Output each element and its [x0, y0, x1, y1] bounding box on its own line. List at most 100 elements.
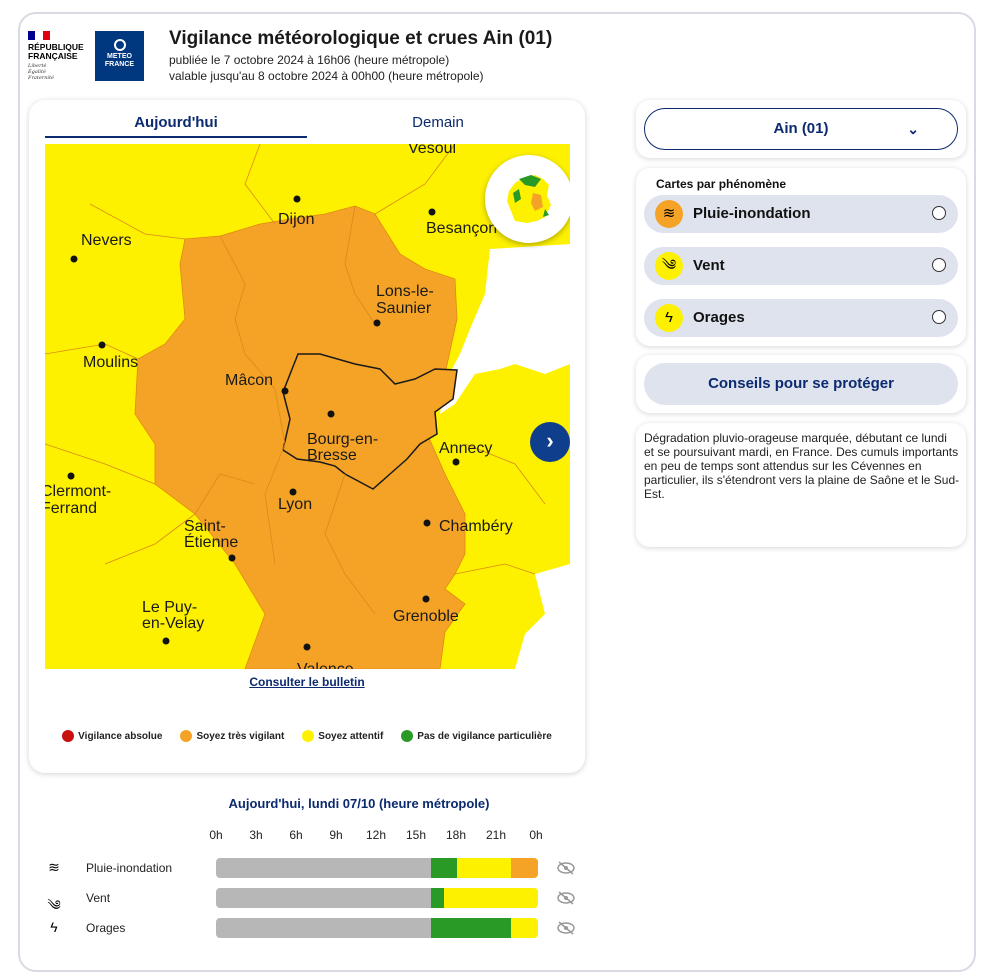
timeline-hour: 9h	[329, 828, 343, 842]
timeline-row-label: Vent	[86, 891, 111, 905]
meteo-logo-line2: FRANCE	[104, 61, 135, 68]
timeline-segment	[430, 858, 458, 878]
timeline-hour: 15h	[405, 828, 427, 842]
bulletin-link[interactable]: Consulter le bulletin	[249, 675, 365, 689]
active-tab-indicator	[45, 136, 307, 138]
timeline-segment	[511, 918, 538, 938]
city-label: Annecy	[439, 440, 492, 457]
city-label: Chambéry	[439, 518, 513, 535]
city-dot	[373, 319, 381, 327]
legend-label: Soyez attentif	[318, 730, 384, 742]
vigilance-map[interactable]: Vesoul Dijon Besançon Nevers Lons-le- Sa…	[45, 144, 570, 669]
timeline-hour: 3h	[249, 828, 263, 842]
city-label: Moulins	[83, 354, 138, 371]
legend-label: Vigilance absolue	[78, 730, 163, 742]
timeline-hour: 0h	[209, 828, 223, 842]
city-dot	[281, 387, 289, 395]
city-label: Nevers	[81, 232, 132, 249]
timeline-segment	[430, 888, 445, 908]
legend-label: Pas de vigilance particulière	[417, 730, 552, 742]
city-label: Étienne	[184, 532, 238, 551]
timeline-hour: 18h	[445, 828, 467, 842]
timeline-row-label: Pluie-inondation	[86, 861, 173, 875]
city-label: Bresse	[307, 447, 357, 464]
eye-slash-icon[interactable]	[556, 921, 576, 935]
eye-slash-icon[interactable]	[556, 861, 576, 875]
motto-line: Liberté	[28, 63, 47, 69]
map-card: Aujourd'hui Demain	[29, 100, 585, 773]
city-label: Ferrand	[45, 500, 97, 517]
tab-tomorrow[interactable]: Demain	[412, 114, 464, 131]
city-label: Lyon	[278, 496, 312, 513]
legend-item: Soyez très vigilant	[180, 730, 284, 742]
timeline-segment	[444, 888, 538, 908]
legend-item: Soyez attentif	[302, 730, 383, 742]
advice-button[interactable]: Conseils pour se protéger	[644, 363, 958, 405]
vigilance-legend: Vigilance absolue Soyez très vigilant So…	[29, 730, 585, 742]
thunderstorm-icon: ϟ	[655, 304, 683, 332]
meteo-logo-line1: METEO	[107, 53, 132, 60]
phenomenon-wind[interactable]: ༄ Vent	[644, 247, 958, 285]
legend-label: Soyez très vigilant	[196, 730, 285, 742]
timeline-row-label: Orages	[86, 921, 126, 935]
meteo-france-emblem-icon	[113, 39, 126, 51]
legend-item: Pas de vigilance particulière	[401, 730, 552, 742]
description-panel: Dégradation pluvio-orageuse marquée, déb…	[636, 423, 966, 547]
city-label: Lons-le-	[376, 283, 434, 300]
thunderstorm-icon: ϟ	[50, 919, 58, 935]
city-dot	[70, 255, 78, 263]
timeline-segment	[216, 858, 431, 878]
phenomenon-label: Pluie-inondation	[693, 205, 811, 222]
timeline-segment	[216, 918, 431, 938]
phenomenon-radio[interactable]	[932, 206, 946, 220]
next-map-button[interactable]: ›	[530, 422, 570, 462]
france-overview-minimap[interactable]	[485, 155, 570, 243]
phenomenon-radio[interactable]	[932, 258, 946, 272]
department-select[interactable]: Ain (01) ⌄	[644, 108, 958, 150]
phenomenon-label: Orages	[693, 309, 745, 326]
page-title: Vigilance météorologique et crues Ain (0…	[169, 28, 553, 49]
motto-line: Fraternité	[28, 75, 54, 81]
wind-icon: ༄	[47, 897, 61, 913]
timeline-bar-rain-flood	[216, 858, 538, 878]
city-dot	[452, 458, 460, 466]
city-label: Dijon	[278, 211, 314, 228]
republique-francaise-logo: RÉPUBLIQUE FRANÇAISE Liberté Égalité Fra…	[28, 31, 88, 81]
city-label: Mâcon	[225, 372, 273, 389]
timeline-title: Aujourd'hui, lundi 07/10 (heure métropol…	[228, 796, 490, 811]
city-label: Valence	[297, 661, 354, 669]
vigilance-description: Dégradation pluvio-orageuse marquée, déb…	[644, 431, 960, 501]
city-dot	[228, 554, 236, 562]
phenomenon-radio[interactable]	[932, 310, 946, 324]
timeline-segment	[216, 888, 431, 908]
wind-icon: ༄	[655, 252, 683, 280]
city-dot	[67, 472, 75, 480]
republic-name-line1: RÉPUBLIQUE	[28, 42, 84, 52]
city-label: Clermont-	[45, 483, 111, 500]
timeline-segment	[430, 918, 512, 938]
legend-red-dot	[62, 730, 75, 742]
city-dot	[293, 195, 301, 203]
valid-until-date: valable jusqu'au 8 octobre 2024 à 00h00 …	[169, 69, 484, 83]
phenomenon-rain-flood[interactable]: ≋ Pluie-inondation	[644, 195, 958, 233]
city-label: Saint-	[184, 518, 226, 535]
eye-slash-icon[interactable]	[556, 891, 576, 905]
timeline-hour: 12h	[365, 828, 387, 842]
department-borders	[45, 144, 546, 615]
published-date: publiée le 7 octobre 2024 à 16h06 (heure…	[169, 53, 450, 67]
tab-today[interactable]: Aujourd'hui	[134, 114, 218, 131]
timeline-bar-wind	[216, 888, 538, 908]
rain-flood-icon: ≋	[48, 859, 60, 875]
city-dot	[423, 519, 431, 527]
phenomena-title: Cartes par phénomène	[656, 177, 787, 191]
meteo-france-logo: METEO FRANCE	[95, 31, 144, 81]
italy-area	[515, 564, 570, 669]
city-markers: Vesoul Dijon Besançon Nevers Lons-le- Sa…	[45, 144, 513, 669]
phenomenon-thunderstorm[interactable]: ϟ Orages	[644, 299, 958, 337]
switzerland-area	[440, 244, 570, 414]
phenomenon-label: Vent	[693, 257, 725, 274]
timeline-segment	[457, 858, 512, 878]
timeline-hour: 6h	[289, 828, 303, 842]
city-label: en-Velay	[142, 615, 204, 632]
city-dot	[422, 595, 430, 603]
